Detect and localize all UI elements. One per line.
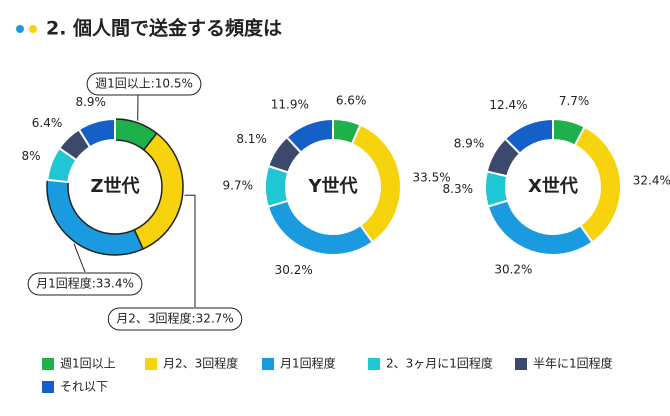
- donut-segment: [133, 132, 184, 250]
- label-box: [107, 307, 243, 331]
- legend-label: それ以下: [60, 380, 108, 394]
- page-title: 2. 個人間で送金する頻度は: [46, 17, 282, 40]
- value-label: 12.4%: [489, 98, 527, 112]
- decor-dot: [16, 25, 24, 33]
- legend-label: 月1回程度: [280, 356, 336, 371]
- donut-segment: [573, 125, 622, 244]
- value-label: 8.9%: [454, 136, 485, 150]
- value-label: 8.3%: [443, 182, 474, 196]
- legend-swatch: [262, 358, 274, 370]
- legend-swatch: [145, 358, 157, 370]
- value-label: 32.4%: [633, 174, 670, 188]
- label-box: [86, 72, 202, 96]
- donut-segment: [503, 117, 554, 155]
- donut-center-label: Z世代: [90, 176, 139, 197]
- legend-label: 半年に1回程度: [533, 356, 613, 371]
- decor-dot: [29, 25, 37, 33]
- value-label: 月2、3回程度:32.7%: [116, 311, 233, 326]
- value-label: 30.2%: [275, 263, 313, 277]
- leader-line: [184, 194, 196, 307]
- legend-swatch: [42, 358, 54, 370]
- legend-swatch: [42, 381, 54, 393]
- donut-segment: [486, 199, 594, 256]
- legend-label: 2、3ヶ月に1回程度: [386, 356, 493, 371]
- value-label: 11.9%: [271, 98, 309, 112]
- legend-swatch: [515, 358, 527, 370]
- value-label: 月1回程度:33.4%: [36, 276, 134, 291]
- value-label: 8%: [21, 149, 40, 163]
- donut-center-label: X世代: [528, 176, 578, 197]
- value-label: 8.1%: [236, 132, 267, 146]
- donut-center-label: Y世代: [307, 176, 357, 197]
- donut-segment: [350, 123, 402, 244]
- value-label: 6.4%: [32, 116, 63, 130]
- value-label: 33.5%: [413, 170, 451, 184]
- donut-segment: [77, 117, 116, 149]
- legend-swatch: [368, 358, 380, 370]
- donut-segment: [285, 117, 334, 154]
- legend-label: 月2、3回程度: [163, 356, 238, 371]
- donut-segment: [484, 170, 510, 208]
- legend-label: 週1回以上: [60, 357, 116, 371]
- value-label: 30.2%: [494, 263, 532, 277]
- label-box: [27, 272, 143, 296]
- value-label: 8.9%: [75, 95, 106, 109]
- value-label: 6.6%: [336, 93, 367, 107]
- donut-segment: [266, 199, 375, 256]
- value-label: 週1回以上:10.5%: [95, 77, 193, 91]
- value-label: 9.7%: [223, 179, 254, 193]
- value-label: 7.7%: [559, 94, 590, 108]
- leader-line: [73, 243, 86, 273]
